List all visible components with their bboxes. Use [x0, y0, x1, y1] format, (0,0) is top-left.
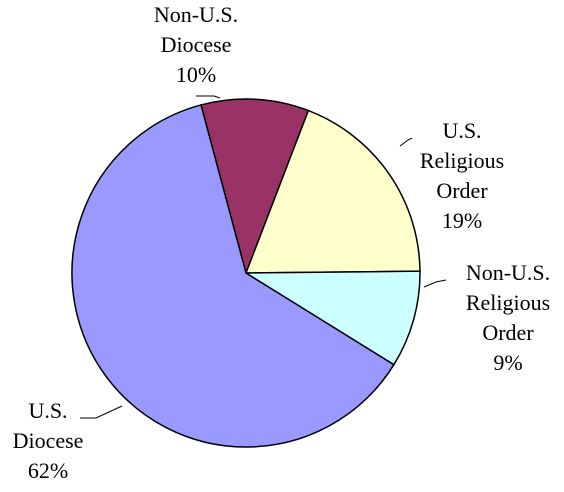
slice-label-0: Non-U.S. Diocese 10%	[154, 2, 238, 87]
slice-percent-0: 10%	[176, 62, 216, 87]
slice-label-line-1-2: Order	[436, 178, 488, 203]
slice-percent-3: 62%	[28, 458, 68, 483]
slice-label-1: U.S. Religious Order 19%	[420, 118, 504, 233]
leader-line-2	[423, 279, 447, 288]
pie-slice-2	[243, 270, 421, 366]
slice-label-line-3-0: U.S.	[28, 398, 67, 423]
slice-label-line-0-0: Non-U.S.	[154, 2, 238, 27]
slice-label-line-3-1: Diocese	[13, 428, 84, 453]
slice-label-line-2-1: Religious	[466, 290, 550, 315]
slice-percent-2: 9%	[493, 350, 522, 375]
leader-line-1	[399, 137, 413, 147]
slice-label-line-2-0: Non-U.S.	[466, 260, 550, 285]
slice-labels: Non-U.S. Diocese 10% U.S. Religious Order 19% N…	[13, 2, 551, 483]
slice-percent-1: 19%	[442, 208, 482, 233]
leader-lines	[80, 95, 447, 419]
leader-line-0	[196, 95, 221, 99]
pie-slice-1	[244, 109, 421, 274]
slice-label-line-1-1: Religious	[420, 148, 504, 173]
slice-label-2: Non-U.S. Religious Order 9%	[466, 260, 550, 375]
slice-label-line-2-2: Order	[482, 320, 534, 345]
pie-slice-0	[200, 98, 310, 276]
leader-line-3	[80, 405, 123, 419]
slice-label-3: U.S. Diocese 62%	[13, 398, 84, 483]
pie-slice-3	[71, 104, 395, 448]
slice-label-line-1-0: U.S.	[442, 118, 481, 143]
pie-slices	[71, 98, 421, 448]
slice-label-line-0-1: Diocese	[161, 32, 232, 57]
